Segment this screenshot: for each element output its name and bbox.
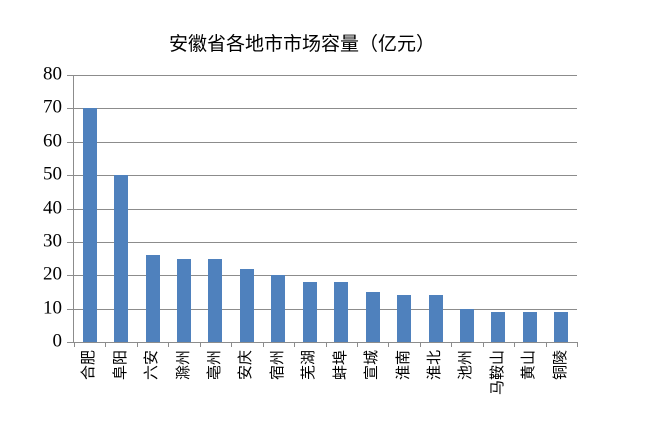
- x-axis-label: 宿州: [269, 350, 286, 381]
- bar: [522, 311, 537, 342]
- y-axis-tick: [67, 175, 74, 177]
- y-axis-label: 20: [43, 263, 62, 285]
- bar: [428, 295, 443, 342]
- bar: [271, 275, 286, 342]
- x-axis-label: 淮北: [427, 350, 444, 381]
- gridline: [74, 175, 577, 177]
- y-axis-tick: [67, 275, 74, 277]
- x-axis-label: 安庆: [238, 350, 255, 381]
- chart-title: 安徽省各地市市场容量（亿元）: [168, 34, 436, 55]
- x-axis-label: 宣城: [364, 350, 381, 381]
- x-axis-label: 阜阳: [112, 350, 129, 381]
- x-axis-tick: [136, 342, 138, 347]
- y-axis-label: 70: [43, 96, 62, 118]
- x-axis-label: 芜湖: [301, 350, 318, 381]
- bar: [177, 258, 192, 342]
- x-axis-tick: [325, 342, 327, 347]
- y-axis-tick: [67, 208, 74, 210]
- x-axis-label: 六安: [144, 350, 161, 381]
- y-axis-label: 50: [43, 163, 62, 185]
- x-axis-label: 黄山: [521, 350, 538, 381]
- x-axis-tick: [419, 342, 421, 347]
- y-axis-label: 80: [43, 63, 62, 85]
- bar: [397, 295, 412, 342]
- y-axis-tick: [67, 75, 74, 76]
- y-axis-label: 30: [43, 230, 62, 252]
- gridline: [74, 308, 577, 310]
- y-axis-label: 10: [43, 297, 62, 319]
- bar: [145, 255, 160, 342]
- plot-area: [67, 75, 578, 347]
- x-axis-tick: [356, 342, 358, 347]
- x-axis-label: 铜陵: [552, 350, 569, 381]
- x-axis-tick: [199, 342, 201, 347]
- bar: [491, 311, 506, 342]
- x-axis-label: 马鞍山: [489, 350, 506, 396]
- y-axis-label: 0: [52, 330, 63, 352]
- y-axis-tick: [67, 108, 74, 110]
- x-axis-tick: [262, 342, 264, 347]
- y-axis-label: 40: [43, 197, 62, 219]
- gridline: [74, 108, 577, 110]
- x-axis-label: 蚌埠: [332, 350, 349, 381]
- bar: [302, 281, 317, 342]
- gridline: [74, 208, 577, 210]
- x-axis-label: 滁州: [175, 350, 192, 381]
- bar: [459, 308, 474, 342]
- bar: [554, 311, 569, 342]
- gridline: [74, 275, 577, 277]
- bar: [365, 291, 380, 342]
- x-axis-tick: [105, 342, 107, 347]
- x-axis-tick: [294, 342, 296, 347]
- x-axis-tick: [168, 342, 170, 347]
- x-axis-tick: [514, 342, 516, 347]
- x-axis-label: 亳州: [206, 350, 223, 381]
- bar: [239, 268, 254, 342]
- bar: [334, 281, 349, 342]
- x-axis-tick: [577, 342, 578, 347]
- y-axis-label: 60: [43, 130, 62, 152]
- bar: [114, 175, 129, 342]
- x-axis-label: 池州: [458, 350, 475, 381]
- x-axis-tick: [545, 342, 547, 347]
- x-axis-tick: [231, 342, 233, 347]
- x-axis-tick: [74, 342, 75, 347]
- x-axis-tick: [388, 342, 390, 347]
- x-axis-tick: [451, 342, 453, 347]
- y-axis-tick: [67, 342, 74, 343]
- y-axis-tick: [67, 241, 74, 243]
- gridline: [74, 141, 577, 143]
- bar: [208, 258, 223, 342]
- x-axis-label: 淮南: [395, 350, 412, 381]
- x-axis-tick: [482, 342, 484, 347]
- gridline: [74, 75, 577, 76]
- bar: [82, 108, 97, 342]
- y-axis-tick: [67, 141, 74, 143]
- x-axis-label: 合肥: [81, 350, 98, 381]
- gridline: [74, 241, 577, 243]
- y-axis-tick: [67, 308, 74, 310]
